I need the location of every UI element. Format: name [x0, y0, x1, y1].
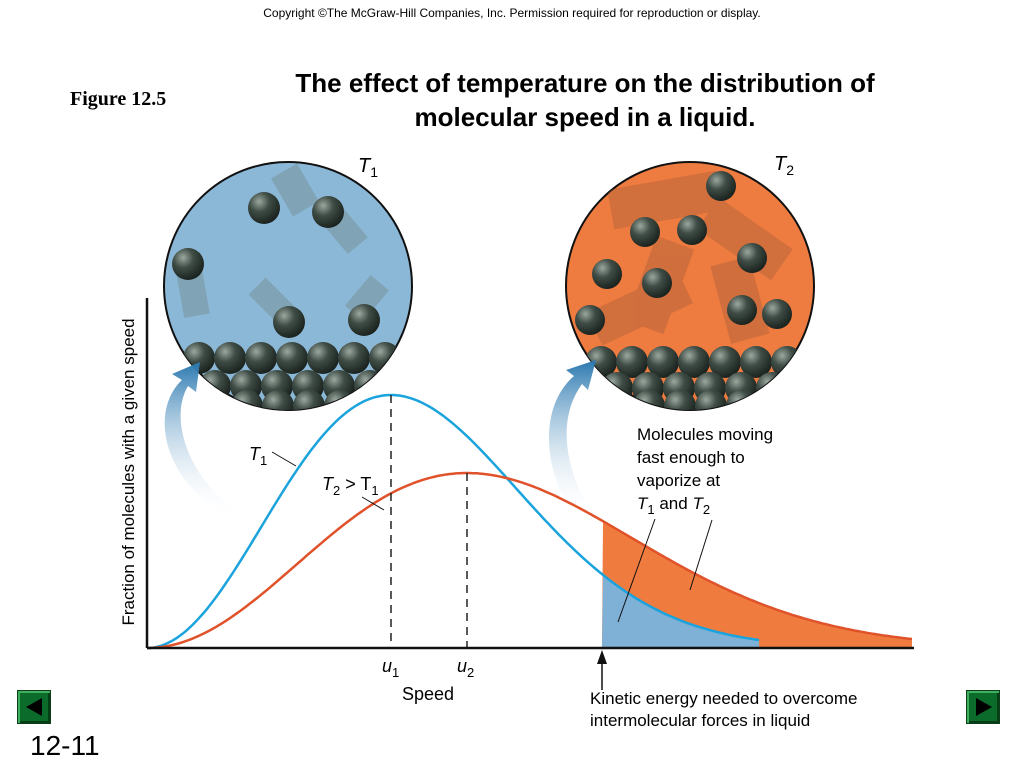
liquid-molecule [757, 390, 789, 410]
circle-T2: T2 [565, 153, 815, 411]
T1-leader-line [271, 451, 297, 467]
annotation-line-2: fast enough to [637, 448, 745, 467]
forward-arrow-icon [976, 698, 992, 716]
u2-label: u2 [457, 656, 474, 680]
circle-T1-label: T1 [358, 155, 378, 180]
T2-leader-line [361, 496, 385, 511]
annotation-leader-T1 [617, 518, 656, 623]
T2-vaporize-area [602, 521, 912, 648]
figure-label: Figure 12.5 [70, 88, 167, 110]
arrow-to-T2-circle [548, 360, 596, 520]
liquid-molecule [293, 390, 325, 410]
title-line-2: molecular speed in a liquid. [414, 102, 756, 132]
liquid-molecule [695, 390, 727, 410]
T1-curve [146, 393, 760, 650]
slide-title: The effect of temperature on the distrib… [250, 66, 920, 134]
kinetic-line-2: intermolecular forces in liquid [590, 711, 810, 730]
speed-distribution-plot [145, 298, 914, 690]
title-line-1: The effect of temperature on the distrib… [295, 68, 875, 98]
circle-T1: T1 [163, 155, 413, 411]
liquid-molecule [678, 346, 710, 378]
liquid-molecule [633, 390, 665, 410]
annotation-line-3: vaporize at [637, 471, 720, 490]
back-arrow-icon [26, 698, 42, 716]
annotation-leader-T2 [689, 519, 713, 591]
liquid-molecule [400, 342, 412, 374]
liquid-molecule [709, 346, 741, 378]
previous-slide-button[interactable] [17, 690, 51, 724]
u1-label: u1 [382, 656, 399, 680]
vaporize-annotation: Molecules moving fast enough to vaporize… [637, 425, 773, 517]
liquid-molecule [354, 370, 386, 402]
kinetic-line-1: Kinetic energy needed to overcome [590, 689, 857, 708]
liquid-molecule [276, 342, 308, 374]
liquid-molecule [616, 346, 648, 378]
liquid-molecule [647, 346, 679, 378]
annotation-line-4: T1 and T2 [637, 494, 710, 517]
kinetic-threshold-arrowhead [597, 650, 607, 664]
liquid-molecule [214, 342, 246, 374]
liquid-molecule [787, 372, 814, 404]
annotation-line-1: Molecules moving [637, 425, 773, 444]
liquid-molecule [385, 370, 412, 402]
slide-number: 12-11 [30, 730, 100, 761]
liquid-molecule [262, 390, 294, 410]
arrow-to-T1-circle [164, 362, 238, 520]
liquid-molecule [740, 346, 772, 378]
liquid-molecule [231, 390, 263, 410]
T1-curve-label: T1 [249, 444, 267, 468]
liquid-molecule [245, 342, 277, 374]
liquid-molecule [338, 342, 370, 374]
liquid-molecule [726, 390, 758, 410]
liquid-molecule [802, 346, 814, 378]
copyright-notice: Copyright ©The McGraw-Hill Companies, In… [263, 6, 761, 20]
next-slide-button[interactable] [966, 690, 1000, 724]
x-axis-label: Speed [402, 684, 454, 704]
T2-curve-label: T2 > T1 [322, 474, 379, 498]
y-axis-label: Fraction of molecules with a given speed [119, 318, 138, 625]
circle-T2-label: T2 [774, 153, 794, 178]
liquid-molecule [307, 342, 339, 374]
T2-curve [147, 471, 913, 650]
liquid-molecule [664, 390, 696, 410]
T1-vaporize-area [602, 574, 759, 648]
kinetic-energy-annotation: Kinetic energy needed to overcome interm… [590, 689, 857, 730]
liquid-molecule [199, 370, 231, 402]
liquid-molecule [601, 372, 633, 404]
